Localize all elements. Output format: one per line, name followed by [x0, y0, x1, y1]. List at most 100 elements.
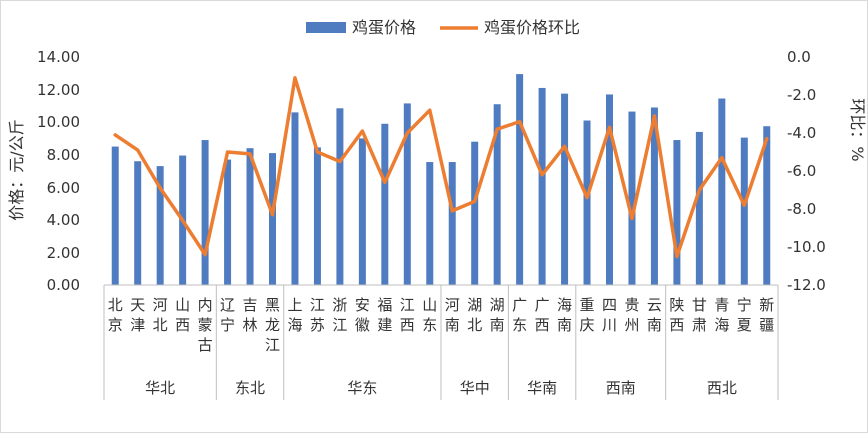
- ratio-point: [428, 108, 432, 112]
- ratio-point: [271, 213, 274, 217]
- y-axis-left-title: 价格：元/公斤: [7, 119, 26, 220]
- ratio-point: [473, 199, 477, 203]
- x-category-label: 湖南: [490, 296, 505, 334]
- line-series: [113, 76, 769, 259]
- y-left-tick: 0.00: [47, 276, 80, 294]
- x-category-label: 青海: [714, 296, 729, 334]
- x-category-label: 山西: [175, 296, 190, 334]
- price-bar: [650, 107, 658, 286]
- y-axis-left-ticks: 0.00 2.00 4.00 6.00 8.00 10.00 12.00 14.…: [37, 48, 80, 294]
- price-bar: [403, 103, 411, 285]
- region-label: 西南: [606, 379, 636, 397]
- ratio-point: [383, 180, 387, 184]
- y-right-tick: -2.0: [787, 86, 816, 104]
- x-category-label: 重庆: [580, 296, 595, 334]
- price-bar: [471, 141, 479, 285]
- x-category-label: 山东: [422, 296, 437, 334]
- price-bar: [313, 147, 321, 285]
- price-bar: [695, 131, 703, 285]
- x-category-label: 黑龙江: [265, 296, 280, 354]
- price-bar: [740, 137, 748, 285]
- ratio-point: [113, 133, 117, 137]
- price-bar: [201, 140, 209, 285]
- y-left-tick: 12.00: [37, 81, 80, 99]
- price-bar: [336, 108, 344, 285]
- x-category-label: 四川: [602, 296, 617, 334]
- price-bar: [156, 166, 164, 285]
- y-left-tick: 8.00: [47, 146, 80, 164]
- ratio-point: [338, 160, 342, 163]
- price-bar: [673, 140, 681, 285]
- price-bar: [448, 162, 456, 285]
- region-label: 东北: [235, 379, 265, 397]
- x-category-label: 河北: [153, 296, 168, 334]
- x-category-label: 广西: [535, 296, 550, 334]
- ratio-point: [158, 186, 162, 190]
- ratio-point: [608, 125, 611, 129]
- ratio-point: [675, 255, 679, 258]
- price-bar: [583, 120, 591, 285]
- x-category-label: 贵州: [624, 296, 639, 334]
- x-category-label: 上海: [287, 296, 302, 334]
- y-left-tick: 4.00: [47, 211, 80, 229]
- ratio-point: [181, 218, 185, 222]
- region-label: 华南: [527, 379, 557, 397]
- ratio-point: [495, 127, 499, 131]
- price-bar: [538, 87, 546, 285]
- x-category-label: 安徽: [355, 296, 370, 334]
- x-category-label: 湖北: [467, 296, 482, 334]
- price-bar: [606, 94, 613, 286]
- y-right-tick: 0.0: [787, 48, 811, 66]
- y-left-tick: 6.00: [47, 179, 80, 197]
- region-label: 华北: [145, 379, 175, 397]
- bar-series: [111, 74, 771, 286]
- price-bar: [381, 123, 389, 286]
- x-category-label: 浙江: [332, 296, 347, 334]
- price-bar: [561, 93, 569, 285]
- price-bar: [291, 112, 299, 286]
- region-label: 华中: [460, 379, 490, 397]
- ratio-point: [360, 129, 364, 133]
- y-left-tick: 2.00: [47, 244, 80, 262]
- x-category-label: 吉林: [243, 296, 258, 334]
- y-left-tick: 10.00: [37, 113, 80, 131]
- price-bar: [358, 138, 366, 285]
- ratio-line: [113, 76, 769, 259]
- ratio-point: [563, 144, 567, 148]
- y-axis-right-ticks: -12.0 -10.0 -8.0 -6.0 -4.0 -2.0 0.0: [787, 48, 826, 294]
- y-right-tick: -4.0: [787, 124, 816, 142]
- x-category-label: 北京: [108, 296, 123, 334]
- ratio-point: [226, 150, 230, 154]
- ratio-point: [203, 253, 207, 257]
- ratio-point: [585, 196, 589, 200]
- ratio-point: [540, 173, 544, 177]
- x-category-label: 海南: [557, 296, 572, 334]
- x-category-label: 辽宁: [220, 296, 235, 334]
- x-category-label: 福建: [377, 296, 392, 334]
- y-axis-right-title: 环比：%: [848, 98, 867, 161]
- x-category-label: 新疆: [759, 296, 774, 334]
- ratio-point: [652, 114, 656, 118]
- x-category-label: 江苏: [310, 296, 325, 334]
- y-right-tick: -12.0: [787, 276, 826, 294]
- legend-label-price: 鸡蛋价格: [352, 18, 416, 37]
- ratio-point: [765, 137, 769, 141]
- ratio-point: [518, 120, 522, 124]
- price-bar: [516, 74, 524, 285]
- price-bar: [269, 153, 276, 285]
- price-bar: [718, 98, 726, 285]
- price-bar: [224, 159, 232, 285]
- price-bar: [628, 111, 636, 285]
- y-right-tick: -10.0: [787, 238, 826, 256]
- ratio-point: [720, 156, 724, 160]
- x-axis: 北京天津河北山西内蒙古辽宁吉林黑龙江上海江苏浙江安徽福建江西山东河南湖北湖南广东…: [103, 284, 779, 400]
- price-bar: [493, 104, 501, 285]
- ratio-point: [630, 217, 634, 220]
- x-category-label: 河南: [445, 296, 460, 334]
- x-category-label: 江西: [400, 296, 415, 334]
- ratio-point: [248, 152, 252, 156]
- price-bar: [246, 148, 254, 285]
